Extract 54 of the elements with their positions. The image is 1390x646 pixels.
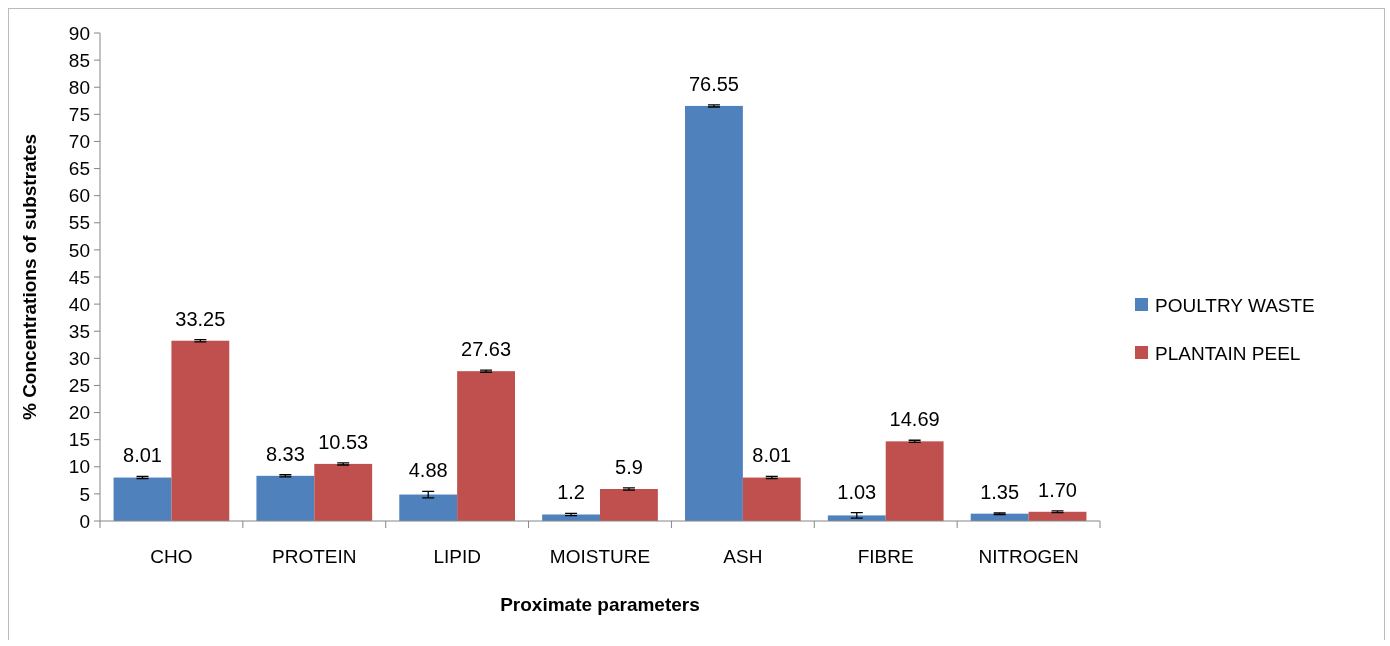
data-label: 8.01 xyxy=(752,444,792,467)
data-label: 14.69 xyxy=(889,408,940,431)
bar xyxy=(171,340,230,521)
y-tick-label: 15 xyxy=(68,429,90,451)
y-tick-label: 35 xyxy=(68,320,90,342)
data-label: 5.9 xyxy=(615,455,643,478)
data-label: 76.55 xyxy=(688,72,739,95)
y-tick-label: 25 xyxy=(68,375,90,397)
x-tick-label: PROTEIN xyxy=(272,546,357,567)
bar xyxy=(885,441,944,521)
y-tick-label: 60 xyxy=(68,185,90,207)
bar xyxy=(399,494,458,521)
bar xyxy=(600,489,658,521)
x-tick-label: FIBRE xyxy=(857,546,914,567)
y-tick-label: 40 xyxy=(68,293,90,315)
bar xyxy=(457,371,515,521)
x-axis-title: Proximate parameters xyxy=(500,594,700,615)
data-label: 4.88 xyxy=(408,459,448,482)
bar xyxy=(685,105,743,521)
data-label: 8.33 xyxy=(265,442,305,465)
data-label: 1.70 xyxy=(1038,478,1077,501)
bar xyxy=(314,463,373,521)
y-axis-title: % Concentrations of substrates xyxy=(19,133,40,421)
data-label: 33.25 xyxy=(175,307,226,330)
data-label: 27.63 xyxy=(461,338,512,361)
y-tick-label: 55 xyxy=(68,212,90,234)
y-tick-label: 5 xyxy=(79,483,90,505)
data-label: 1.35 xyxy=(980,480,1020,503)
y-tick-label: 50 xyxy=(68,239,90,261)
x-tick-label: CHO xyxy=(150,546,193,567)
bar xyxy=(742,477,801,521)
y-tick-label: 85 xyxy=(68,49,90,71)
y-tick-label: 75 xyxy=(68,103,90,125)
bar xyxy=(113,477,172,521)
data-label: 1.03 xyxy=(837,480,877,503)
y-tick-label: 45 xyxy=(68,266,90,288)
x-tick-label: MOISTURE xyxy=(549,546,651,567)
data-label: 8.01 xyxy=(123,444,162,467)
y-tick-label: 10 xyxy=(68,456,90,478)
x-tick-label: ASH xyxy=(723,546,763,567)
y-tick-label: 20 xyxy=(68,402,90,424)
y-tick-label: 90 xyxy=(68,22,90,44)
bar xyxy=(256,475,315,521)
x-tick-label: LIPID xyxy=(433,546,481,567)
data-label: 1.2 xyxy=(557,481,585,504)
x-tick-label: NITROGEN xyxy=(978,546,1079,567)
y-tick-label: 0 xyxy=(79,510,90,532)
legend-label: POULTRY WASTE xyxy=(1155,294,1315,316)
legend-label: PLANTAIN PEEL xyxy=(1155,342,1301,364)
y-tick-label: 80 xyxy=(68,76,90,98)
y-tick-label: 65 xyxy=(68,158,90,180)
y-tick-label: 30 xyxy=(68,347,90,369)
data-label: 10.53 xyxy=(318,430,369,453)
y-tick-label: 70 xyxy=(68,131,90,153)
